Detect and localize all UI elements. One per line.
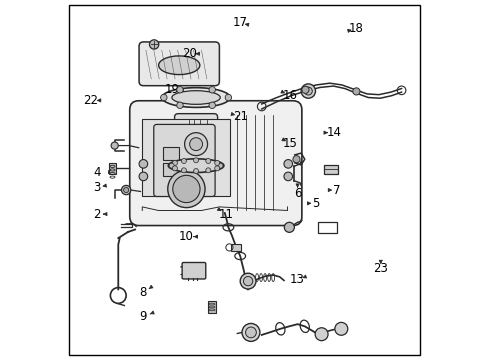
Circle shape	[160, 94, 167, 101]
Text: 13: 13	[289, 273, 305, 286]
Circle shape	[123, 188, 128, 193]
Bar	[109, 163, 116, 174]
Circle shape	[181, 168, 186, 173]
FancyBboxPatch shape	[174, 114, 217, 171]
Text: 17: 17	[232, 17, 247, 30]
Circle shape	[184, 133, 207, 156]
Ellipse shape	[168, 159, 224, 172]
Circle shape	[176, 86, 183, 93]
Circle shape	[193, 158, 198, 163]
Circle shape	[176, 102, 183, 108]
Text: 22: 22	[83, 94, 98, 107]
Circle shape	[284, 159, 292, 168]
Circle shape	[111, 142, 118, 149]
Circle shape	[149, 40, 159, 49]
Text: 8: 8	[140, 287, 147, 300]
Circle shape	[240, 273, 255, 289]
Bar	[230, 244, 241, 251]
Text: 3: 3	[93, 181, 100, 194]
Circle shape	[284, 222, 294, 232]
Ellipse shape	[158, 56, 200, 75]
Bar	[163, 163, 179, 176]
Circle shape	[214, 166, 219, 171]
Text: 4: 4	[93, 166, 101, 179]
Bar	[163, 147, 179, 160]
Ellipse shape	[162, 87, 230, 107]
Circle shape	[189, 138, 202, 150]
Bar	[324, 165, 337, 174]
Circle shape	[352, 88, 359, 95]
Circle shape	[193, 168, 198, 174]
FancyBboxPatch shape	[139, 42, 219, 86]
Text: 21: 21	[232, 110, 247, 123]
Text: 19: 19	[164, 83, 179, 96]
FancyBboxPatch shape	[182, 262, 205, 279]
Circle shape	[208, 102, 215, 108]
Circle shape	[167, 170, 204, 208]
Circle shape	[334, 322, 347, 335]
Bar	[207, 301, 215, 313]
FancyBboxPatch shape	[129, 101, 301, 226]
Text: 11: 11	[219, 208, 234, 221]
Circle shape	[172, 166, 177, 171]
Circle shape	[172, 161, 177, 166]
Text: 5: 5	[312, 197, 319, 210]
Text: 20: 20	[182, 47, 197, 60]
Bar	[142, 119, 230, 196]
Circle shape	[284, 172, 292, 181]
Circle shape	[301, 86, 308, 93]
Circle shape	[205, 168, 210, 173]
Text: 14: 14	[326, 126, 341, 139]
Circle shape	[245, 327, 256, 338]
Circle shape	[169, 163, 174, 168]
Circle shape	[314, 328, 327, 341]
Text: 15: 15	[283, 137, 297, 150]
Circle shape	[243, 276, 252, 286]
Text: 18: 18	[348, 22, 363, 35]
Circle shape	[304, 87, 312, 95]
Text: 10: 10	[179, 230, 193, 243]
Circle shape	[139, 159, 147, 168]
Text: 6: 6	[293, 187, 301, 200]
Text: 9: 9	[140, 310, 147, 324]
Circle shape	[242, 323, 260, 341]
Circle shape	[208, 86, 215, 93]
Ellipse shape	[171, 91, 220, 104]
Bar	[317, 222, 336, 233]
Circle shape	[214, 161, 219, 166]
Text: 2: 2	[93, 208, 101, 221]
Text: 16: 16	[283, 89, 297, 102]
Text: 7: 7	[333, 184, 340, 197]
Circle shape	[139, 172, 147, 181]
Circle shape	[292, 156, 300, 163]
Circle shape	[172, 175, 200, 203]
Circle shape	[181, 158, 186, 163]
Circle shape	[301, 84, 315, 98]
Circle shape	[218, 163, 223, 168]
FancyBboxPatch shape	[153, 125, 215, 197]
Circle shape	[205, 158, 210, 163]
Text: 23: 23	[372, 262, 387, 275]
Circle shape	[224, 94, 231, 101]
Text: 12: 12	[179, 265, 194, 278]
Text: 1: 1	[192, 150, 200, 163]
Circle shape	[121, 185, 131, 195]
